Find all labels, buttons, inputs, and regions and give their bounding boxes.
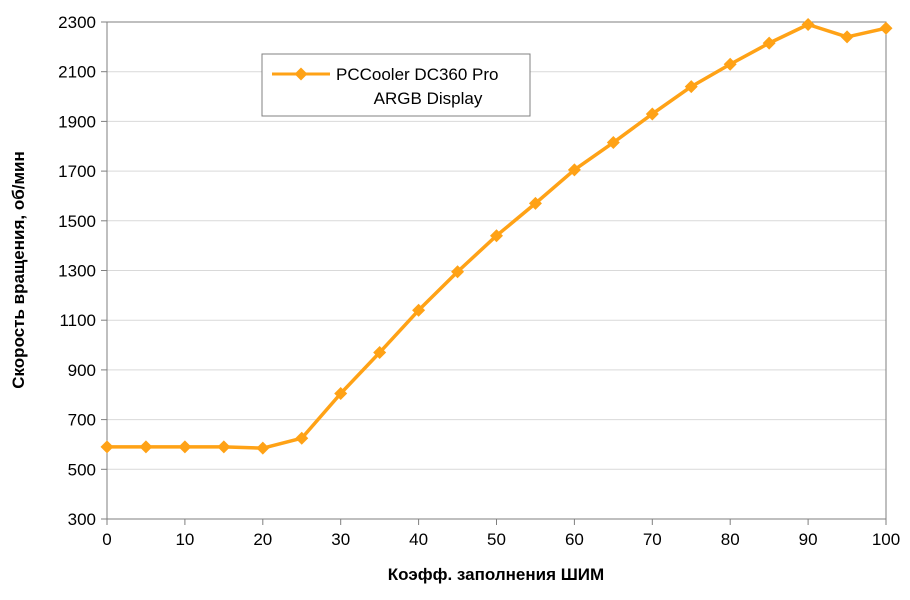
legend-label-line2: ARGB Display bbox=[374, 89, 483, 108]
data-point-marker bbox=[528, 196, 542, 210]
data-point-marker bbox=[801, 17, 815, 31]
x-tick-label: 90 bbox=[799, 530, 818, 549]
y-tick-label: 1100 bbox=[59, 311, 96, 330]
y-tick-label: 1300 bbox=[58, 262, 96, 281]
data-point-marker bbox=[334, 387, 348, 401]
legend: PCCooler DC360 Pro ARGB Display bbox=[261, 53, 531, 117]
data-point-marker bbox=[373, 346, 387, 360]
legend-label-line1: PCCooler DC360 Pro bbox=[336, 65, 499, 84]
data-point-marker bbox=[256, 441, 270, 455]
x-tick-label: 100 bbox=[872, 530, 900, 549]
y-tick-label: 1500 bbox=[58, 212, 96, 231]
data-point-marker bbox=[178, 440, 192, 454]
data-point-marker bbox=[217, 440, 231, 454]
x-tick-label: 10 bbox=[175, 530, 194, 549]
data-point-marker bbox=[412, 303, 426, 317]
x-tick-label: 30 bbox=[331, 530, 350, 549]
data-point-marker bbox=[684, 80, 698, 94]
data-point-marker bbox=[139, 440, 153, 454]
x-axis-title: Коэфф. заполнения ШИМ bbox=[388, 565, 604, 584]
data-point-marker bbox=[762, 36, 776, 50]
y-tick-label: 1900 bbox=[58, 112, 96, 131]
y-tick-label: 1700 bbox=[58, 162, 96, 181]
x-tick-label: 60 bbox=[565, 530, 584, 549]
y-tick-label: 2100 bbox=[58, 63, 96, 82]
x-tick-label: 70 bbox=[643, 530, 662, 549]
y-tick-label: 2300 bbox=[58, 13, 96, 32]
y-tick-label: 500 bbox=[68, 460, 96, 479]
data-point-marker bbox=[723, 57, 737, 71]
x-tick-label: 50 bbox=[487, 530, 506, 549]
data-point-marker bbox=[490, 229, 503, 243]
data-point-marker bbox=[879, 21, 893, 35]
y-axis-title: Скорость вращения, об/мин bbox=[9, 151, 28, 389]
x-tick-label: 20 bbox=[253, 530, 272, 549]
data-point-marker bbox=[451, 265, 465, 279]
data-point-marker bbox=[567, 163, 581, 177]
data-point-marker bbox=[645, 107, 659, 121]
y-tick-label: 300 bbox=[68, 510, 96, 529]
x-tick-label: 40 bbox=[409, 530, 428, 549]
legend-box bbox=[261, 53, 531, 117]
legend-marker-diamond bbox=[294, 67, 308, 81]
data-point-marker bbox=[840, 30, 854, 44]
data-point-marker bbox=[606, 136, 620, 150]
x-tick-label: 80 bbox=[721, 530, 740, 549]
y-tick-label: 700 bbox=[68, 411, 96, 430]
plot-area: 3005007009001100130015001700190021002300… bbox=[58, 13, 900, 549]
y-tick-label: 900 bbox=[68, 361, 96, 380]
x-tick-label: 0 bbox=[102, 530, 111, 549]
data-point-marker bbox=[100, 440, 114, 454]
data-point-marker bbox=[295, 431, 309, 445]
